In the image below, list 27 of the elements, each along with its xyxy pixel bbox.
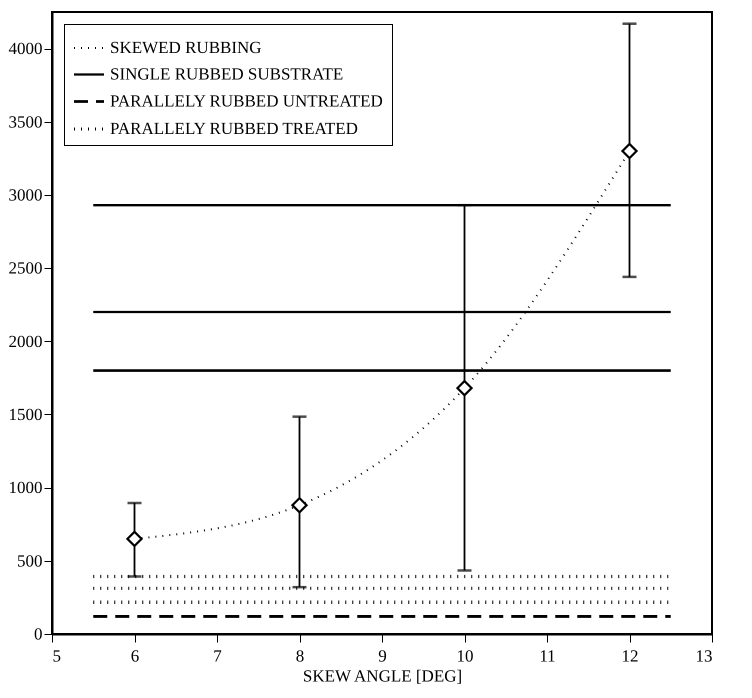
x-tick-label: 11: [539, 646, 556, 666]
x-tick-label: 6: [130, 646, 140, 666]
point: [126, 530, 143, 548]
x-tick-label: 10: [456, 646, 474, 666]
legend-label: SKEWED RUBBING: [110, 38, 262, 57]
x-tick-label: 13: [696, 646, 712, 666]
y-tick-label: 0: [34, 624, 42, 644]
point: [291, 497, 308, 514]
legend-label: PARALLELY RUBBED UNTREATED: [110, 92, 383, 110]
x-tick-label: 7: [213, 646, 222, 666]
y-tick-label: 4000: [8, 39, 42, 58]
x-tick-label: 5: [52, 646, 61, 666]
y-tick-label: 500: [17, 551, 42, 570]
legend-label: PARALLELY RUBBED TREATED: [110, 119, 358, 138]
x-tick-label: 12: [622, 646, 638, 666]
y-tick-label: 3500: [8, 112, 42, 132]
y-tick-label: 1000: [8, 478, 42, 498]
point: [456, 380, 473, 396]
x-axis-title: SKEW ANGLE [DEG]: [302, 666, 462, 686]
x-tick-label: 8: [296, 646, 304, 666]
y-tick-label: 3000: [8, 185, 42, 204]
y-tick-label: 2500: [8, 258, 42, 278]
y-tick-label: 1500: [8, 404, 42, 424]
point: [621, 142, 638, 160]
y-tick-label: 2000: [8, 332, 42, 351]
x-tick-label: 9: [378, 646, 387, 666]
legend-label: SINGLE RUBBED SUBSTRATE: [110, 64, 344, 84]
